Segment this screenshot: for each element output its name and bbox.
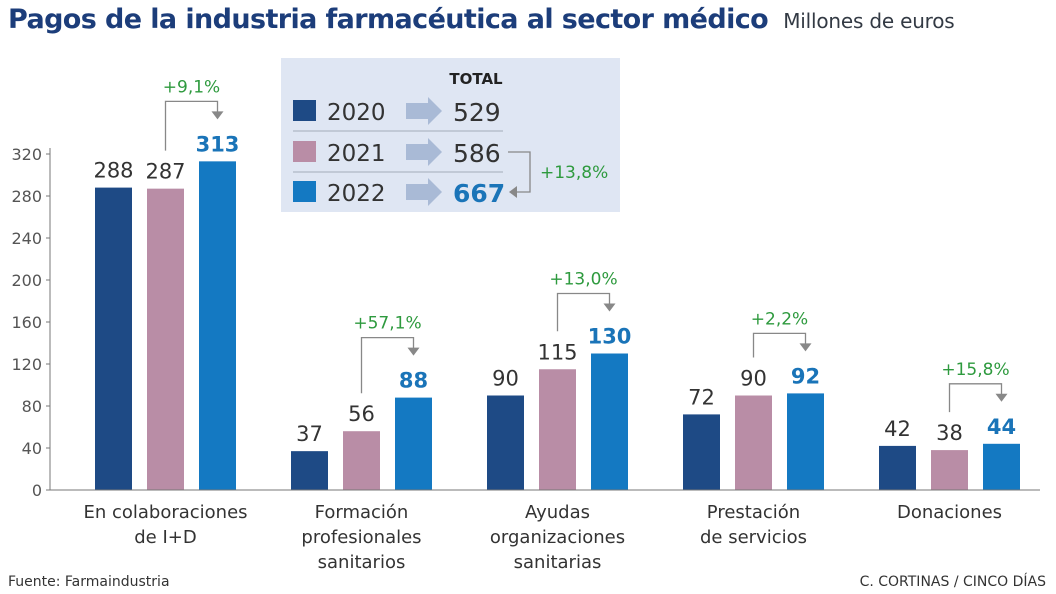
- chart-title: Pagos de la industria farmacéutica al se…: [8, 4, 769, 35]
- category-label: de I+D: [134, 527, 196, 548]
- growth-label: +2,2%: [751, 309, 808, 329]
- growth-label: +15,8%: [941, 360, 1009, 380]
- legend-header: TOTAL: [449, 70, 503, 88]
- growth-connector: [752, 332, 807, 358]
- legend-total: 667: [453, 179, 505, 208]
- bar-2021-3: [735, 395, 772, 490]
- bar-2022-1: [395, 397, 432, 490]
- category-label: Formación: [315, 502, 409, 523]
- legend-arrow-icon: [406, 138, 442, 166]
- legend-year: 2022: [327, 181, 386, 207]
- bar-value-label: 90: [740, 367, 767, 391]
- bar-value-label: 130: [588, 325, 632, 349]
- source-note: Fuente: Farmaindustria: [8, 574, 170, 590]
- category-label: de servicios: [700, 527, 807, 548]
- legend-year: 2020: [327, 100, 386, 126]
- legend-arrow-icon: [406, 97, 442, 125]
- bar-value-label: 115: [537, 340, 577, 364]
- total-growth-arrowhead: [509, 186, 517, 198]
- category-label: Ayudas: [525, 502, 590, 523]
- bar-2020-1: [291, 451, 328, 490]
- growth-label: +57,1%: [353, 314, 421, 334]
- bar-value-label: 313: [196, 132, 240, 156]
- growth-label: +9,1%: [163, 77, 220, 97]
- growth-arrowhead: [995, 393, 1008, 402]
- bar-value-label: 287: [145, 160, 185, 184]
- bar-value-label: 38: [936, 421, 963, 445]
- credit-note: C. CORTINAS / CINCO DÍAS: [859, 574, 1046, 590]
- category-label: En colaboraciones: [83, 502, 247, 523]
- bar-value-label: 44: [987, 415, 1016, 439]
- bar-2022-4: [983, 443, 1020, 490]
- legend-total: 586: [453, 139, 501, 168]
- legend-swatch-2020: [293, 100, 316, 121]
- bar-2022-3: [787, 393, 824, 490]
- y-tick-label: 40: [22, 439, 42, 458]
- growth-label: +13,0%: [549, 270, 617, 290]
- growth-connector: [948, 383, 1003, 413]
- bar-value-label: 288: [93, 159, 133, 183]
- bar-2020-3: [683, 414, 720, 490]
- bar-value-label: 42: [884, 417, 911, 441]
- legend-swatch-2021: [293, 141, 316, 162]
- legend-arrow-icon: [406, 178, 442, 206]
- growth-arrowhead: [799, 343, 812, 352]
- growth-connector: [360, 336, 415, 394]
- bar-2021-2: [539, 369, 576, 490]
- category-label: sanitarios: [318, 552, 406, 573]
- bar-2021-4: [931, 450, 968, 490]
- y-tick-label: 160: [11, 313, 42, 332]
- y-tick-label: 320: [11, 145, 42, 164]
- bar-value-label: 90: [492, 367, 519, 391]
- legend-background: [281, 58, 620, 212]
- legend-year: 2021: [327, 141, 386, 167]
- y-tick-label: 240: [11, 229, 42, 248]
- total-growth-connector: [508, 151, 531, 193]
- bar-value-label: 88: [399, 369, 428, 393]
- legend-total: 529: [453, 98, 501, 127]
- bar-value-label: 92: [791, 364, 820, 388]
- growth-arrowhead: [603, 303, 616, 312]
- chart-subtitle: Millones de euros: [783, 9, 955, 33]
- category-label: profesionales: [301, 527, 421, 548]
- chart-header: Pagos de la industria farmacéutica al se…: [8, 4, 955, 35]
- bar-2020-4: [879, 445, 916, 490]
- y-tick-label: 200: [11, 271, 42, 290]
- total-growth-label: +13,8%: [540, 163, 608, 183]
- y-tick-label: 0: [32, 481, 42, 500]
- y-tick-label: 80: [22, 397, 42, 416]
- bar-2021-1: [343, 431, 380, 490]
- growth-arrowhead: [407, 347, 420, 356]
- y-tick-label: 280: [11, 187, 42, 206]
- growth-arrowhead: [211, 111, 224, 120]
- category-label: organizaciones: [490, 527, 625, 548]
- y-tick-label: 120: [11, 355, 42, 374]
- bar-value-label: 37: [296, 422, 323, 446]
- bar-value-label: 72: [688, 385, 715, 409]
- bar-value-label: 56: [348, 402, 375, 426]
- category-label: Donaciones: [897, 502, 1002, 523]
- bar-2021-0: [147, 188, 184, 490]
- legend-swatch-2022: [293, 181, 316, 202]
- category-label: sanitarias: [514, 552, 602, 573]
- bar-2020-2: [487, 395, 524, 490]
- bar-2022-2: [591, 353, 628, 490]
- growth-connector: [164, 100, 219, 151]
- bar-2022-0: [199, 161, 236, 490]
- category-label: Prestación: [707, 502, 800, 523]
- growth-connector: [556, 292, 611, 332]
- bar-2020-0: [95, 187, 132, 490]
